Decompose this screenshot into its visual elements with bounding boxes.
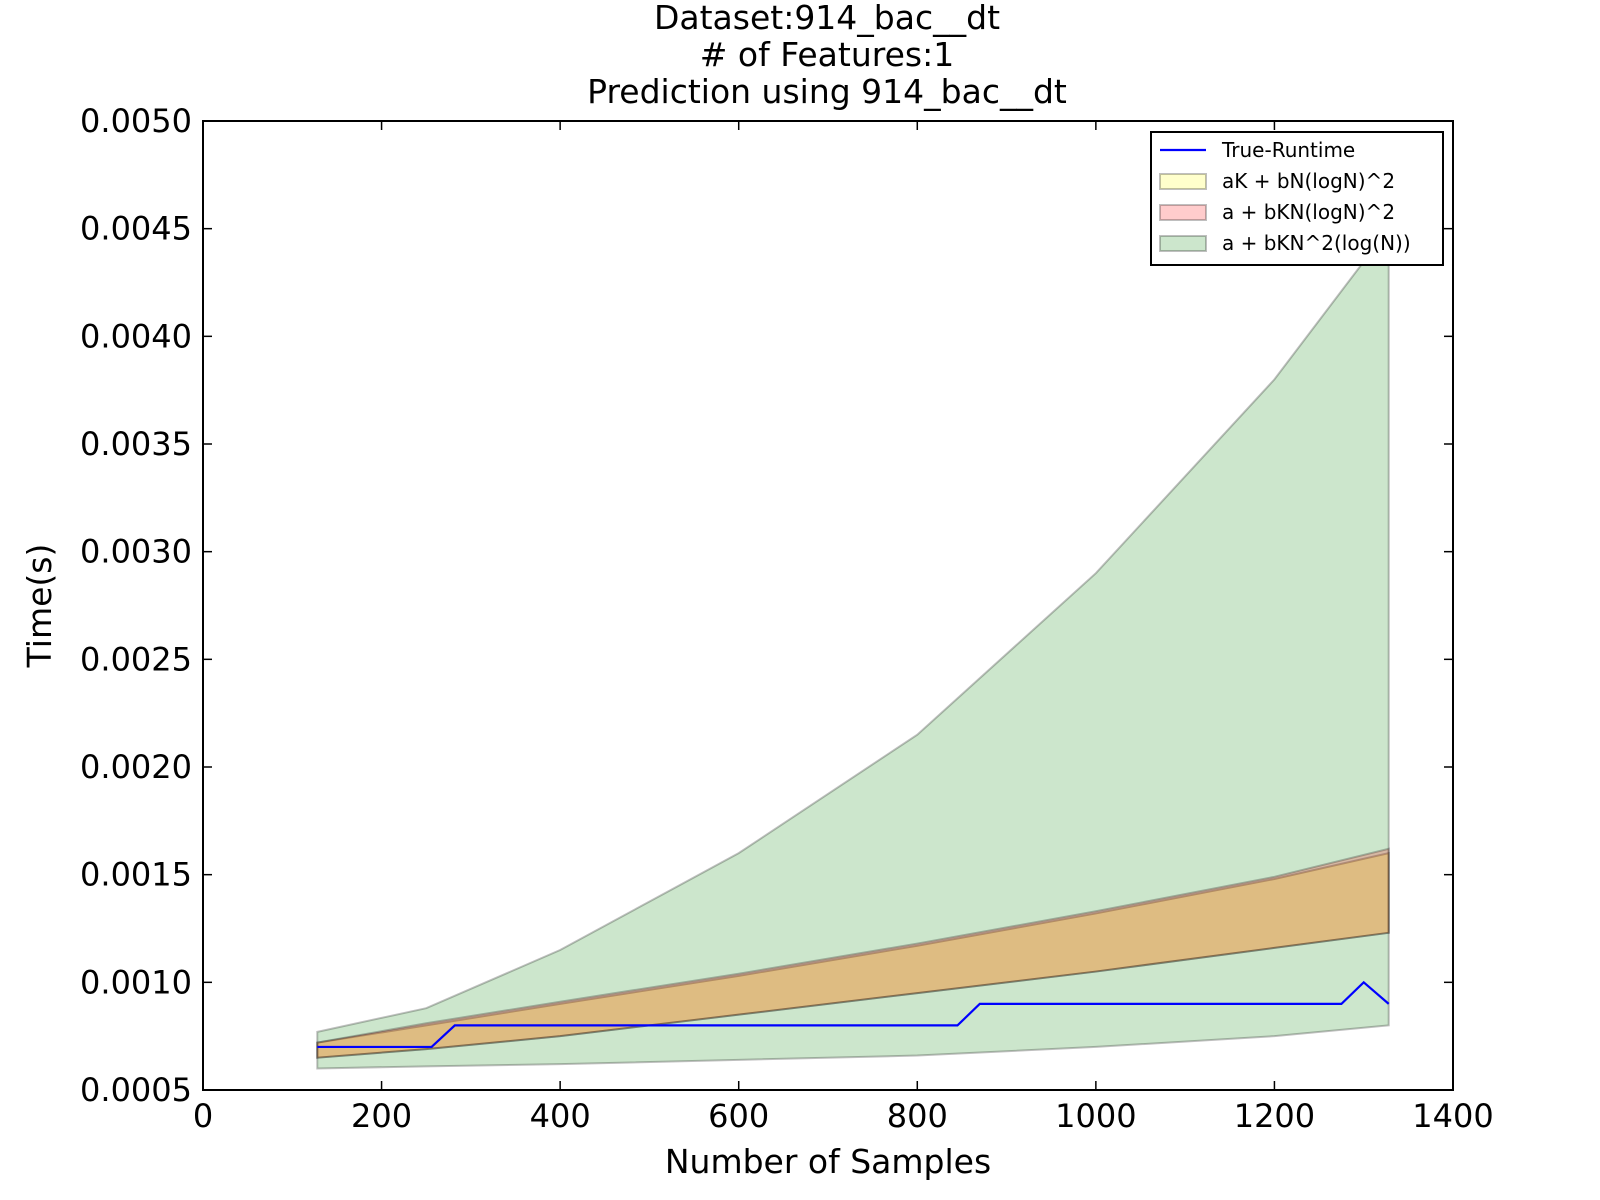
legend-label: a + bKN^2(log(N)) bbox=[1222, 231, 1411, 255]
legend-patch-swatch bbox=[1159, 235, 1207, 252]
y-tick-label: 0.0010 bbox=[80, 963, 192, 1001]
legend-patch-swatch bbox=[1159, 204, 1207, 221]
y-tick-label: 0.0030 bbox=[80, 533, 192, 571]
y-tick-label: 0.0020 bbox=[80, 748, 192, 786]
chart-title-line: # of Features:1 bbox=[700, 35, 954, 74]
y-axis: 0.0005 0.0010 0.0015 0.0020 0.0025 0.0030 0.00… bbox=[80, 102, 1453, 1109]
legend-patch-swatch bbox=[1159, 173, 1207, 190]
legend: True-Runtime aK + bN(logN)^2 a + bKN(logN)… bbox=[1150, 131, 1444, 266]
legend-label: aK + bN(logN)^2 bbox=[1222, 169, 1395, 193]
x-tick-label: 0 bbox=[193, 1097, 213, 1135]
chart-line-group bbox=[317, 980, 1390, 1049]
x-axis: 0 200 400 600 800 1000 1200 1400 bbox=[193, 121, 1494, 1135]
y-tick-label: 0.0015 bbox=[80, 856, 192, 894]
chart-title: Dataset:914_bac__dt# of Features:1Predic… bbox=[587, 0, 1067, 111]
plot-frame bbox=[202, 120, 1454, 1091]
x-tick-label: 600 bbox=[708, 1097, 769, 1135]
x-tick-label: 1000 bbox=[1055, 1097, 1136, 1135]
y-tick-label: 0.0035 bbox=[80, 425, 192, 463]
x-tick-label: 200 bbox=[351, 1097, 412, 1135]
x-axis-label: Number of Samples bbox=[665, 1142, 991, 1181]
x-tick-label: 1400 bbox=[1412, 1097, 1493, 1135]
y-tick-label: 0.0005 bbox=[80, 1071, 192, 1109]
band-0 bbox=[316, 225, 1390, 1070]
legend-box bbox=[1150, 131, 1444, 266]
band-2 bbox=[316, 847, 1390, 1059]
y-tick-label: 0.0045 bbox=[80, 210, 192, 248]
y-tick-label: 0.0025 bbox=[80, 640, 192, 678]
y-tick-label: 0.0050 bbox=[80, 102, 192, 140]
x-tick-label: 1200 bbox=[1234, 1097, 1315, 1135]
chart-title-line: Dataset:914_bac__dt bbox=[654, 0, 1000, 37]
y-axis-label: Time(s) bbox=[20, 544, 59, 669]
chart-title-line: Prediction using 914_bac__dt bbox=[587, 72, 1067, 111]
series-line-true-runtime bbox=[317, 980, 1390, 1049]
legend-label: a + bKN(logN)^2 bbox=[1222, 200, 1395, 224]
x-tick-label: 800 bbox=[887, 1097, 948, 1135]
chart-bands bbox=[316, 225, 1390, 1070]
band-1 bbox=[316, 851, 1390, 1059]
x-tick-label: 400 bbox=[530, 1097, 591, 1135]
legend-label: True-Runtime bbox=[1221, 138, 1355, 162]
y-tick-label: 0.0040 bbox=[80, 317, 192, 355]
